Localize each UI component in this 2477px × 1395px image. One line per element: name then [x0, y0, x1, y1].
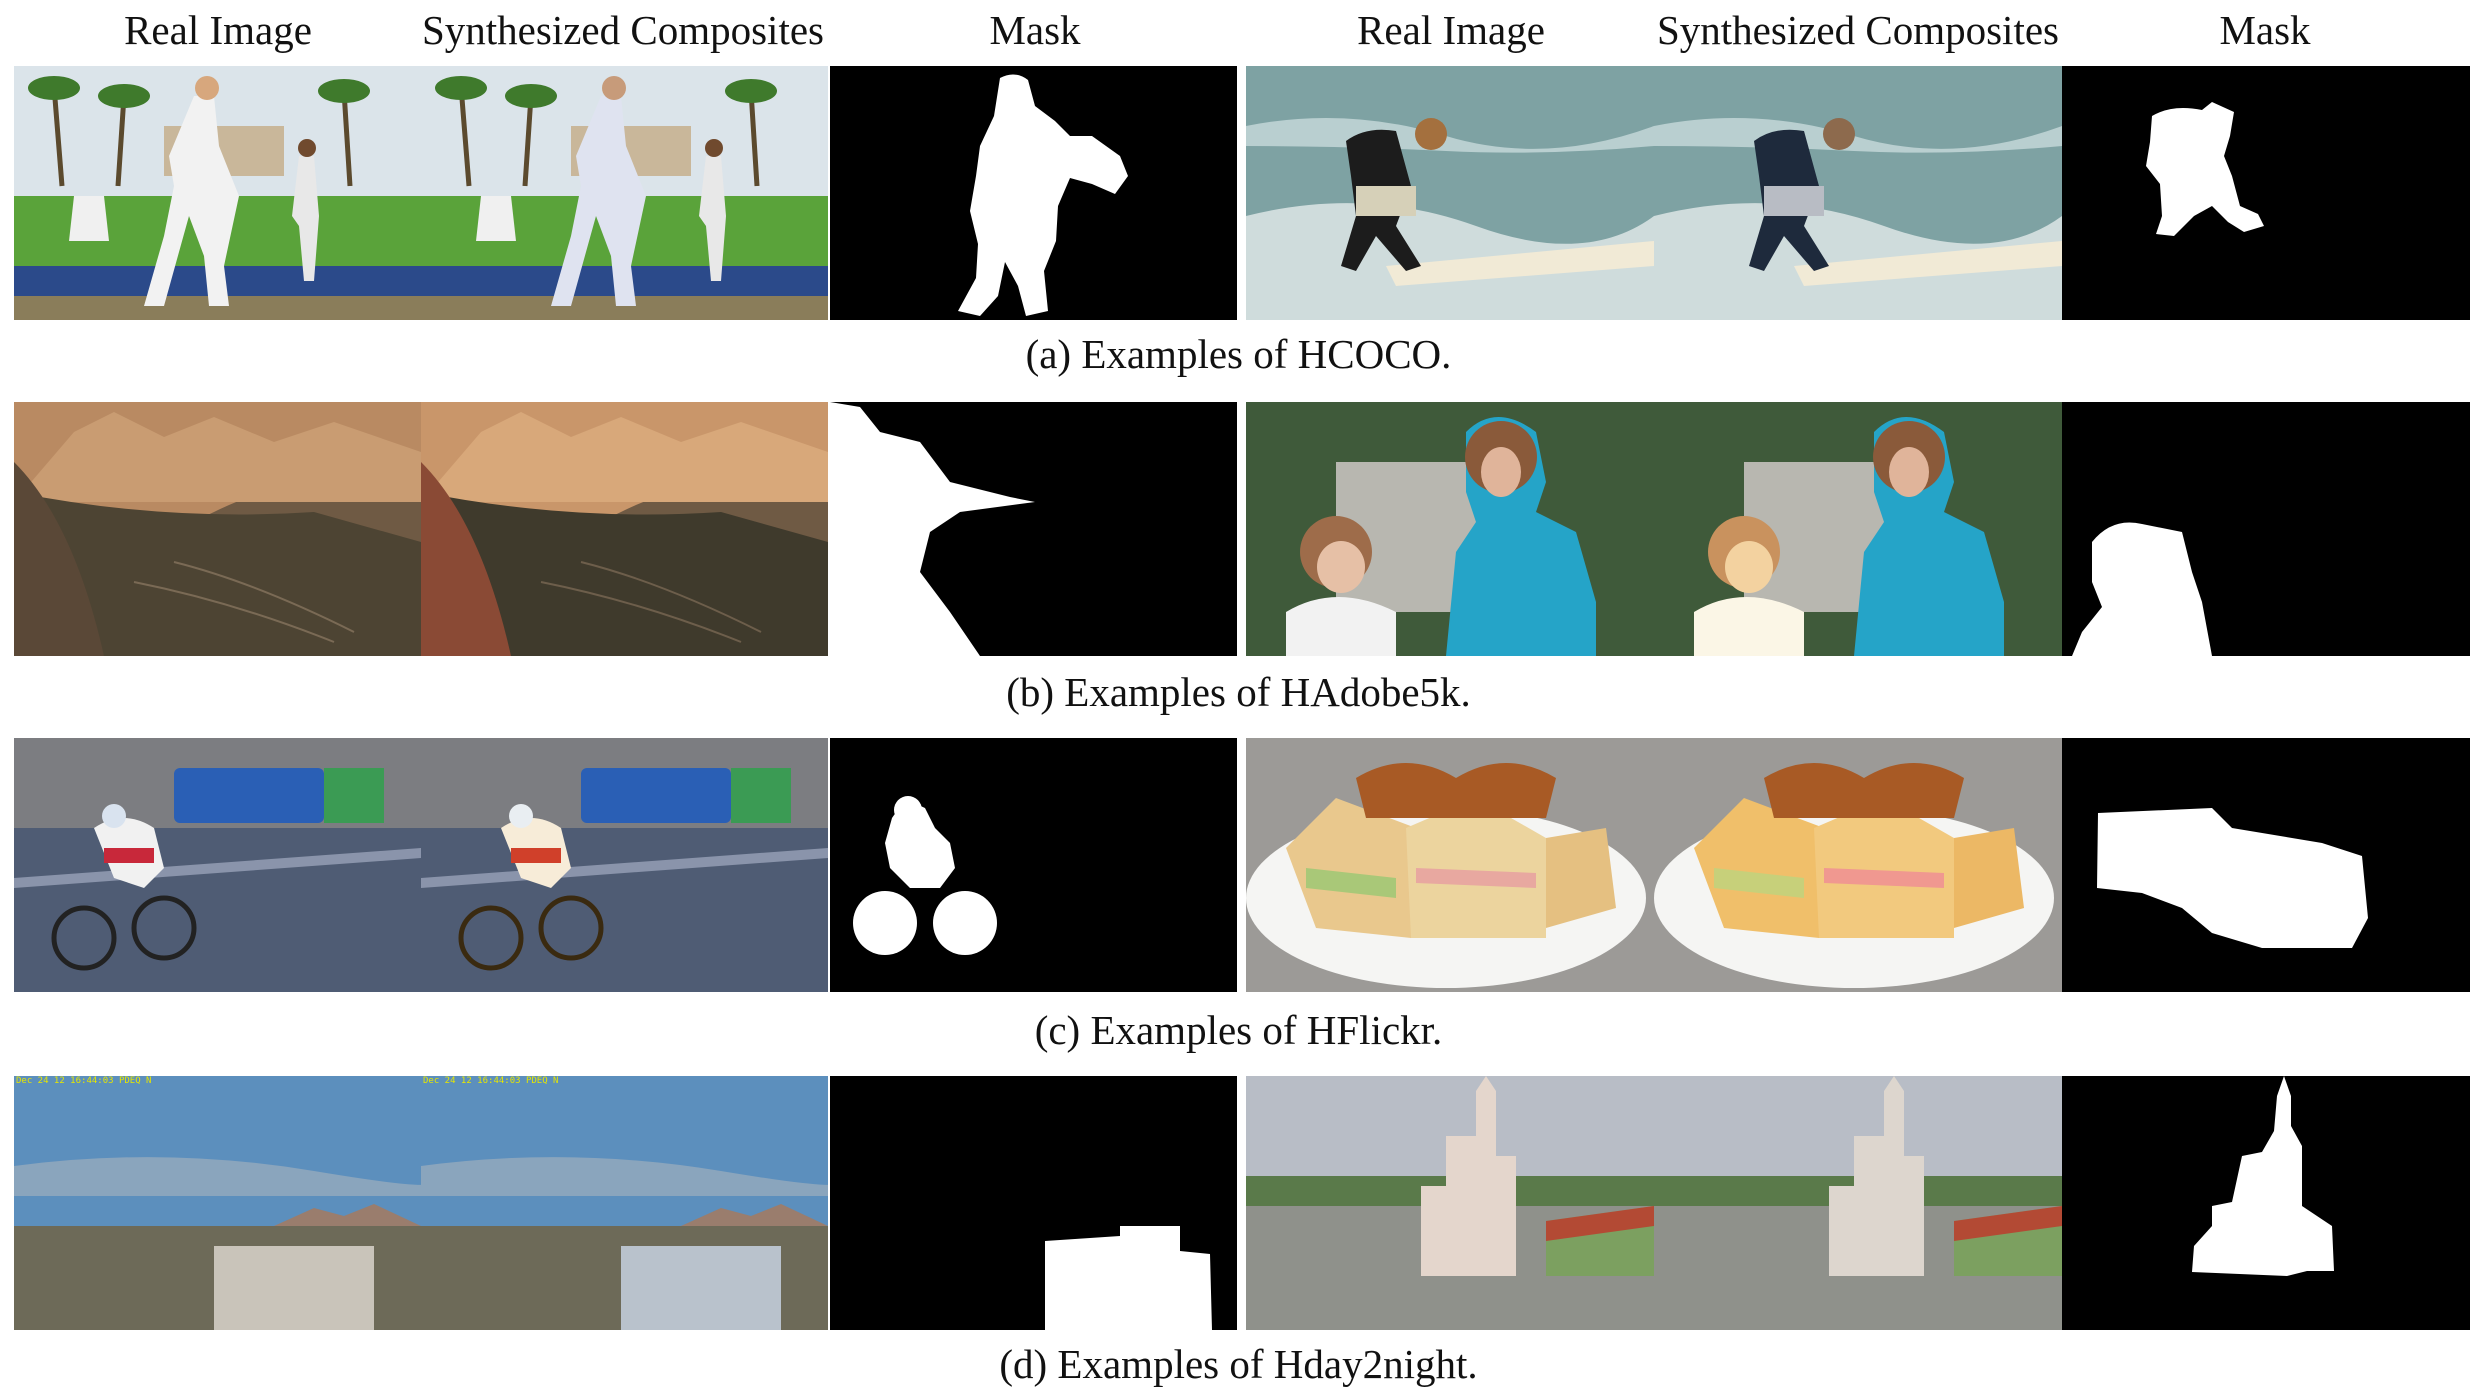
row-d-left-real-image: Dec 24 12 16:44:03 PDEQ N [14, 1076, 421, 1330]
row-c-left-real-image [14, 738, 421, 992]
caption-row-d: (d) Examples of Hday2night. [999, 1341, 1478, 1387]
header-right-mask: Mask [2219, 7, 2311, 53]
header-right-composite: Synthesized Composites [1656, 7, 2059, 53]
row-d-right-composite-image [1654, 1076, 2062, 1330]
row-d-left-composite-image: Dec 24 12 16:44:03 PDEQ N [421, 1076, 828, 1330]
row-b-left-real-image [14, 402, 421, 656]
header-left-composite: Synthesized Composites [421, 7, 824, 53]
header-right-real: Real Image [1357, 7, 1545, 53]
row-a-right-composite-image [1654, 66, 2062, 320]
row-c-left-composite-image [421, 738, 828, 992]
timestamp-overlay: Dec 24 12 16:44:03 PDEQ N [16, 1076, 152, 1086]
row-b-right-composite-image [1654, 402, 2062, 656]
row-b-left-composite-image [421, 402, 828, 656]
row-a-right-mask [2062, 66, 2470, 320]
row-c-right-mask [2062, 738, 2470, 992]
row-b-right-real-image [1246, 402, 1654, 656]
header-left-mask: Mask [989, 7, 1081, 53]
row-c-right-real-image [1246, 738, 1654, 992]
row-c-left-mask [830, 738, 1237, 992]
row-a-left-mask [830, 66, 1237, 320]
row-a-left-composite-image [421, 66, 828, 320]
row-a-left-real-image [14, 66, 421, 320]
row-a-right-real-image [1246, 66, 1654, 320]
row-b-left-mask [830, 402, 1237, 656]
caption-row-a: (a) Examples of HCOCO. [1025, 331, 1452, 377]
caption-row-c: (c) Examples of HFlickr. [1034, 1007, 1443, 1053]
caption-row-b: (b) Examples of HAdobe5k. [1006, 669, 1471, 715]
row-c-right-composite-image [1654, 738, 2062, 992]
row-d-left-mask [830, 1076, 1237, 1330]
row-b-right-mask [2062, 402, 2470, 656]
row-d-right-mask [2062, 1076, 2470, 1330]
header-left-real: Real Image [124, 7, 312, 53]
timestamp-overlay: Dec 24 12 16:44:03 PDEQ N [423, 1076, 559, 1086]
row-d-right-real-image [1246, 1076, 1654, 1330]
